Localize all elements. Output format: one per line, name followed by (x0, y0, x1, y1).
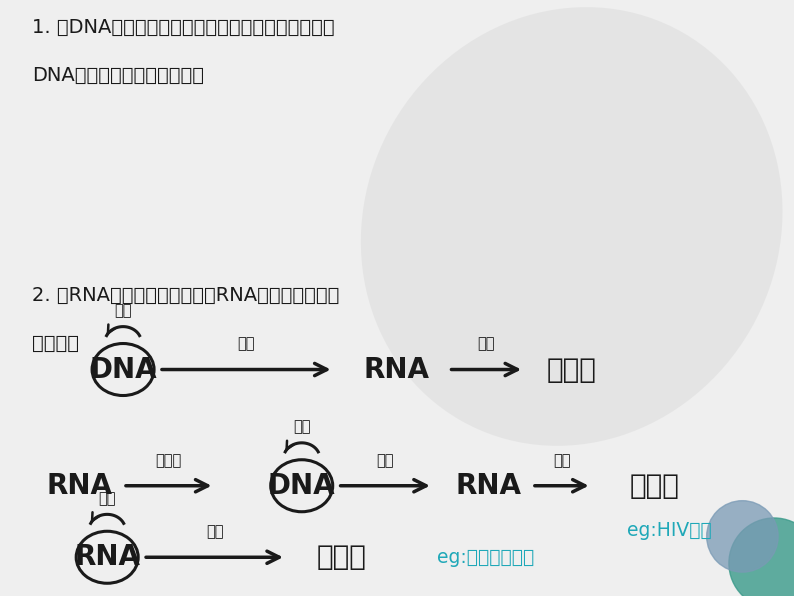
Text: 复制: 复制 (293, 419, 310, 434)
Text: 2. 以RNA为遗传物质的生物（RNA病毒）遗传信息: 2. 以RNA为遗传物质的生物（RNA病毒）遗传信息 (32, 286, 339, 305)
Text: RNA: RNA (46, 472, 113, 499)
Text: DNA: DNA (89, 356, 157, 383)
Text: 转录: 转录 (376, 453, 394, 468)
Text: RNA: RNA (455, 472, 522, 499)
Text: 转录: 转录 (237, 337, 255, 352)
Text: 翻译: 翻译 (553, 453, 571, 468)
Ellipse shape (360, 7, 783, 446)
Text: 蛋白质: 蛋白质 (547, 356, 596, 383)
Text: DNA病毒）遗传信息的传递：: DNA病毒）遗传信息的传递： (32, 66, 204, 85)
Text: DNA: DNA (268, 472, 336, 499)
Text: RNA: RNA (364, 356, 430, 383)
Text: 复制: 复制 (114, 303, 132, 318)
Circle shape (707, 501, 778, 572)
Text: 蛋白质: 蛋白质 (630, 472, 680, 499)
Text: 复制: 复制 (98, 491, 116, 505)
Text: 蛋白质: 蛋白质 (317, 544, 366, 571)
Text: RNA: RNA (74, 544, 141, 571)
Text: eg:HIV病毒: eg:HIV病毒 (627, 521, 712, 540)
Circle shape (729, 518, 794, 596)
Text: 翻译: 翻译 (477, 337, 495, 352)
Text: 1. 以DNA为遗传物质的生物（真核生物、原核生物、: 1. 以DNA为遗传物质的生物（真核生物、原核生物、 (32, 18, 334, 37)
Text: 逆转录: 逆转录 (156, 453, 182, 468)
Text: 的传递：: 的传递： (32, 334, 79, 353)
Text: 翻译: 翻译 (206, 524, 223, 539)
Text: eg:烟草花叶病毒: eg:烟草花叶病毒 (437, 548, 534, 567)
